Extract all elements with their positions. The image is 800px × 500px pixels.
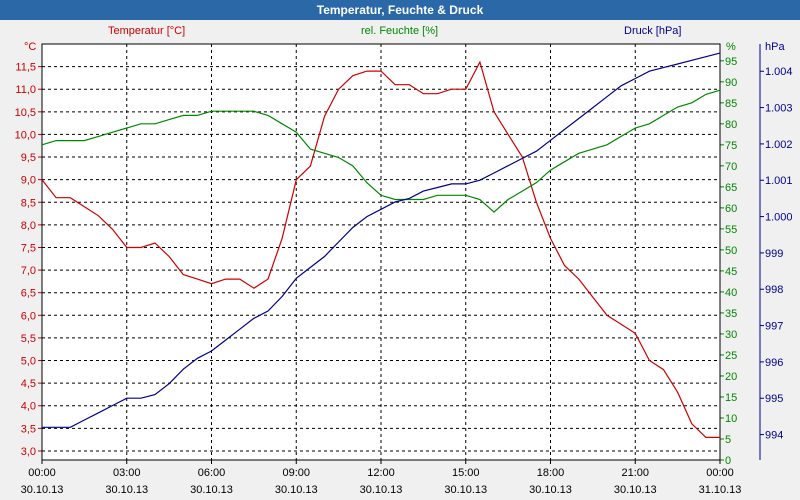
- y-tick-label-temperature: 6,5: [21, 288, 36, 300]
- x-tick-label-time: 03:00: [113, 467, 141, 479]
- y-tick-label-temperature: 4,0: [21, 401, 36, 413]
- y-tick-label-pressure: 994: [765, 430, 783, 442]
- y-tick-label-temperature: 11,5: [15, 62, 36, 74]
- y-tick-label-humidity: 70: [725, 161, 737, 173]
- y-tick-label-humidity: 0: [725, 455, 731, 467]
- y-tick-label-pressure: 999: [765, 248, 783, 260]
- x-tick-label-date: 30.10.13: [360, 484, 403, 496]
- x-tick-label-date: 30.10.13: [105, 484, 148, 496]
- y-tick-label-temperature: 10,5: [15, 107, 36, 119]
- x-tick-label-time: 15:00: [452, 467, 480, 479]
- y-tick-label-pressure: 997: [765, 321, 783, 333]
- x-tick-label-time: 09:00: [282, 467, 310, 479]
- y-tick-label-humidity: 65: [725, 182, 737, 194]
- y-unit-pressure: hPa: [765, 41, 785, 53]
- y-tick-label-pressure: 1.002: [765, 139, 793, 151]
- y-tick-label-temperature: 8,0: [21, 220, 36, 232]
- x-tick-label-time: 00:00: [28, 467, 56, 479]
- y-tick-label-humidity: 35: [725, 308, 737, 320]
- y-unit-temperature: °C: [24, 41, 36, 53]
- y-tick-label-temperature: 10,0: [15, 129, 36, 141]
- x-tick-label-date: 31.10.13: [699, 484, 742, 496]
- x-tick-label-time: 00:00: [706, 467, 734, 479]
- y-tick-label-humidity: 10: [725, 413, 737, 425]
- y-tick-label-pressure: 1.001: [765, 175, 793, 187]
- y-tick-label-pressure: 1.000: [765, 212, 793, 224]
- y-tick-label-temperature: 5,5: [21, 333, 36, 345]
- y-tick-label-humidity: 40: [725, 287, 737, 299]
- x-tick-label-date: 30.10.13: [275, 484, 318, 496]
- plot-frame: [41, 43, 721, 461]
- x-tick-label-date: 30.10.13: [21, 484, 64, 496]
- y-tick-label-humidity: 45: [725, 266, 737, 278]
- y-unit-humidity: %: [726, 41, 736, 53]
- y-tick-label-pressure: 1.003: [765, 103, 793, 115]
- series-line-temperature: [41, 60, 720, 438]
- legend-temperature: Temperatur [°C]: [108, 25, 186, 37]
- y-tick-label-pressure: 998: [765, 284, 783, 296]
- y-tick-label-temperature: 3,5: [21, 423, 36, 435]
- y-tick-label-pressure: 995: [765, 393, 783, 405]
- y-tick-label-temperature: 4,5: [21, 378, 36, 390]
- y-tick-label-humidity: 50: [725, 245, 737, 257]
- y-tick-label-humidity: 95: [725, 56, 737, 68]
- x-tick-label-date: 30.10.13: [529, 484, 572, 496]
- y-tick-label-temperature: 5,0: [21, 356, 36, 368]
- y-tick-label-humidity: 20: [725, 371, 737, 383]
- legend-humidity: rel. Feuchte [%]: [361, 25, 439, 37]
- y-tick-label-humidity: 90: [725, 77, 737, 89]
- y-tick-label-temperature: 7,0: [21, 265, 36, 277]
- x-tick-label-date: 30.10.13: [444, 484, 487, 496]
- x-tick-label-date: 30.10.13: [190, 484, 233, 496]
- y-tick-label-pressure: 1.004: [765, 66, 793, 78]
- y-tick-label-temperature: 8,5: [21, 197, 36, 209]
- plot-background: [42, 44, 720, 460]
- x-tick-label-time: 12:00: [367, 467, 395, 479]
- window-title: Temperatur, Feuchte & Druck: [0, 0, 800, 20]
- series-line-pressure: [42, 52, 721, 428]
- x-tick-label-time: 21:00: [621, 467, 649, 479]
- y-tick-label-humidity: 75: [725, 140, 737, 152]
- y-tick-label-humidity: 55: [725, 224, 737, 236]
- y-tick-label-temperature: 9,5: [21, 152, 36, 164]
- y-tick-label-temperature: 6,0: [21, 310, 36, 322]
- y-tick-label-humidity: 60: [725, 203, 737, 215]
- x-tick-label-time: 06:00: [198, 467, 226, 479]
- y-tick-label-humidity: 25: [725, 350, 737, 362]
- x-tick-label-date: 30.10.13: [614, 484, 657, 496]
- y-tick-label-temperature: 9,0: [21, 175, 36, 187]
- y-tick-label-temperature: 3,0: [21, 446, 36, 458]
- y-tick-label-temperature: 7,5: [21, 242, 36, 254]
- y-tick-label-humidity: 80: [725, 119, 737, 131]
- y-tick-label-temperature: 11,0: [15, 84, 36, 96]
- y-tick-label-pressure: 996: [765, 357, 783, 369]
- y-tick-label-humidity: 15: [725, 392, 737, 404]
- y-tick-label-humidity: 5: [725, 434, 731, 446]
- x-tick-label-time: 18:00: [537, 467, 565, 479]
- legend-pressure: Druck [hPa]: [624, 25, 682, 37]
- y-tick-label-humidity: 30: [725, 329, 737, 341]
- y-tick-label-humidity: 85: [725, 98, 737, 110]
- series-line-humidity: [41, 89, 721, 213]
